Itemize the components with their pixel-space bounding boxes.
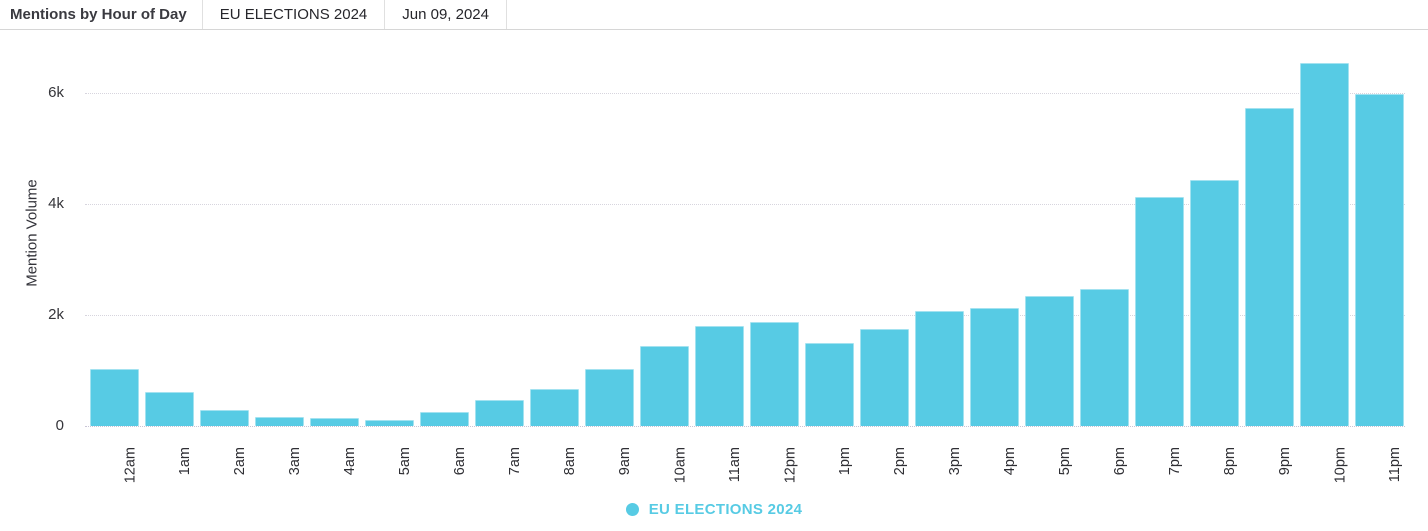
gridline-2k <box>85 315 1405 316</box>
x-tick-label-9am: 9am <box>617 447 634 476</box>
bar-10am[interactable] <box>640 346 689 426</box>
x-tick-label-3am: 3am <box>287 447 304 476</box>
x-tick-label-7pm: 7pm <box>1167 447 1184 476</box>
y-tick-label-0: 0 <box>55 417 64 434</box>
chart-legend: EU ELECTIONS 2024 <box>0 497 1428 521</box>
x-tick-label-6pm: 6pm <box>1112 447 1129 476</box>
x-tick-label-10am: 10am <box>672 447 689 484</box>
x-tick-label-1am: 1am <box>177 447 194 476</box>
legend-dot-icon <box>625 502 639 516</box>
x-tick-label-5am: 5am <box>397 447 414 476</box>
x-tick-label-1pm: 1pm <box>837 447 854 476</box>
widget-title: Mentions by Hour of Day <box>10 6 187 23</box>
header-divider <box>506 0 507 29</box>
x-tick-label-4pm: 4pm <box>1002 447 1019 476</box>
bar-6am[interactable] <box>420 412 469 426</box>
x-tick-label-11pm: 11pm <box>1387 447 1404 483</box>
bar-1am[interactable] <box>145 392 194 426</box>
x-tick-label-11am: 11am <box>727 447 744 483</box>
bar-3am[interactable] <box>255 417 304 426</box>
bar-4pm[interactable] <box>970 308 1019 426</box>
x-tick-label-5pm: 5pm <box>1057 447 1074 476</box>
legend-item-eu-elections-2024[interactable]: EU ELECTIONS 2024 <box>625 500 803 518</box>
x-tick-label-4am: 4am <box>342 447 359 476</box>
bar-5am[interactable] <box>365 420 414 426</box>
widget-header: Mentions by Hour of Day EU ELECTIONS 202… <box>0 0 1428 30</box>
x-tick-label-10pm: 10pm <box>1332 447 1349 484</box>
bar-12pm[interactable] <box>750 322 799 426</box>
header-divider <box>384 0 386 29</box>
filter-tab-query[interactable]: EU ELECTIONS 2024 <box>219 6 368 23</box>
filter-tab-date[interactable]: Jun 09, 2024 <box>402 6 489 23</box>
gridline-6k <box>85 93 1405 94</box>
bar-8pm[interactable] <box>1190 180 1239 426</box>
bar-11pm[interactable] <box>1355 94 1404 426</box>
bar-5pm[interactable] <box>1025 296 1074 426</box>
x-tick-label-2am: 2am <box>232 447 249 476</box>
bar-2pm[interactable] <box>860 329 909 426</box>
x-tick-label-3pm: 3pm <box>947 447 964 476</box>
bar-11am[interactable] <box>695 326 744 426</box>
x-tick-label-9pm: 9pm <box>1277 447 1294 476</box>
x-tick-label-12am: 12am <box>122 447 139 484</box>
header-divider <box>201 0 203 29</box>
bar-7pm[interactable] <box>1135 197 1184 426</box>
bar-2am[interactable] <box>200 410 249 426</box>
legend-label: EU ELECTIONS 2024 <box>648 500 803 518</box>
x-tick-label-12pm: 12pm <box>782 447 799 484</box>
x-tick-label-7am: 7am <box>507 447 524 476</box>
bar-6pm[interactable] <box>1080 289 1129 426</box>
gridline-0 <box>85 426 1405 427</box>
y-tick-label-4k: 4k <box>48 195 64 212</box>
bar-1pm[interactable] <box>805 343 854 426</box>
bar-10pm[interactable] <box>1300 63 1349 426</box>
bar-9pm[interactable] <box>1245 108 1294 426</box>
gridline-4k <box>85 204 1405 205</box>
x-tick-label-8pm: 8pm <box>1222 447 1239 476</box>
y-tick-label-2k: 2k <box>48 306 64 323</box>
bar-3pm[interactable] <box>915 311 964 426</box>
y-tick-label-6k: 6k <box>48 84 64 101</box>
x-tick-label-2pm: 2pm <box>892 447 909 476</box>
x-tick-label-6am: 6am <box>452 447 469 476</box>
bar-9am[interactable] <box>585 369 634 426</box>
bar-8am[interactable] <box>530 389 579 426</box>
bar-4am[interactable] <box>310 418 359 426</box>
bar-7am[interactable] <box>475 400 524 426</box>
bar-12am[interactable] <box>90 369 139 426</box>
x-tick-label-8am: 8am <box>562 447 579 476</box>
